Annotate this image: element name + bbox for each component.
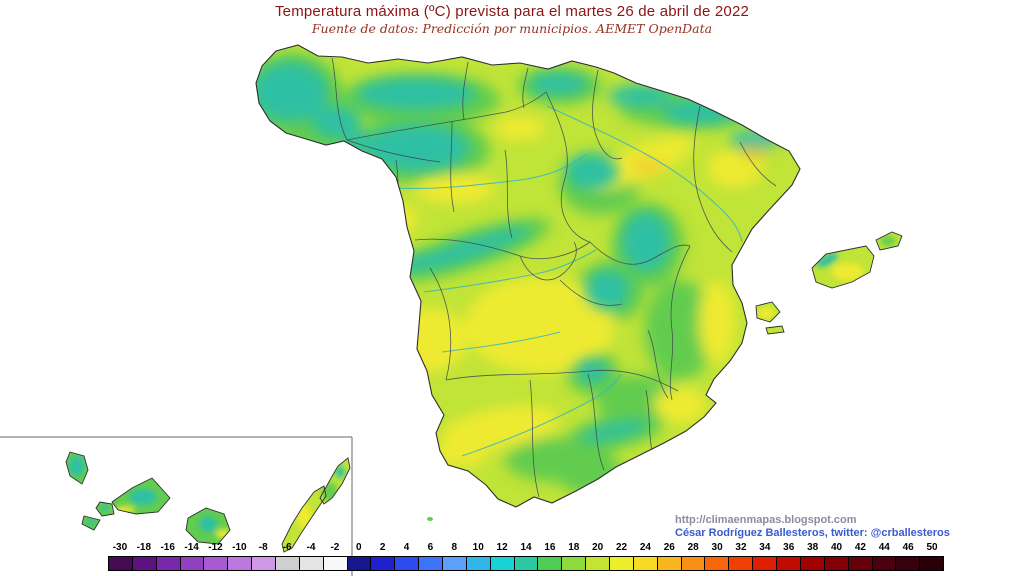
colorbar-cell bbox=[490, 557, 515, 570]
colorbar-cell bbox=[920, 557, 944, 570]
canary-islands bbox=[65, 451, 351, 553]
colorbar-label: 12 bbox=[496, 542, 508, 553]
colorbar-cell bbox=[156, 557, 181, 570]
colorbar-label: 0 bbox=[356, 542, 362, 553]
colorbar-cell bbox=[657, 557, 682, 570]
colorbar-label: 36 bbox=[783, 542, 795, 553]
credits: http://climaenmapas.blogspot.com César R… bbox=[675, 514, 950, 539]
credits-url: http://climaenmapas.blogspot.com bbox=[675, 514, 857, 526]
colorbar-label: 46 bbox=[902, 542, 914, 553]
colorbar-label: 10 bbox=[472, 542, 484, 553]
alboran-island bbox=[427, 517, 433, 521]
page-title: Temperatura máxima (ºC) prevista para el… bbox=[274, 3, 750, 20]
colorbar-label: -6 bbox=[282, 542, 292, 553]
colorbar-label: -30 bbox=[112, 542, 128, 553]
colorbar-label: -2 bbox=[330, 542, 340, 553]
colorbar-label: 38 bbox=[807, 542, 819, 553]
colorbar-label: 8 bbox=[451, 542, 458, 553]
colorbar-cell bbox=[347, 557, 372, 570]
colorbar-cell bbox=[204, 557, 229, 570]
colorbar-label: -16 bbox=[160, 542, 175, 553]
colorbar-label: 14 bbox=[520, 542, 532, 553]
mainland-spain bbox=[255, 44, 801, 521]
colorbar-label: -8 bbox=[258, 542, 268, 553]
colorbar-label: 22 bbox=[615, 542, 628, 553]
colorbar-label: 42 bbox=[854, 542, 866, 553]
colorbar-cell bbox=[299, 557, 324, 570]
colorbar-cell bbox=[777, 557, 801, 570]
colorbar-cell bbox=[109, 557, 133, 570]
colorbar-label: 24 bbox=[639, 542, 651, 553]
colorbar-label: 44 bbox=[878, 542, 890, 553]
colorbar-label: -14 bbox=[184, 542, 199, 553]
colorbar-cell bbox=[466, 557, 491, 570]
credits-author: César Rodríguez Ballesteros, twitter: @c… bbox=[675, 526, 950, 539]
colorbar-cell bbox=[633, 557, 658, 570]
colorbar-cell bbox=[586, 557, 611, 570]
colorbar-label: 30 bbox=[711, 542, 723, 553]
colorbar-cell bbox=[395, 557, 420, 570]
colorbar-cell bbox=[896, 557, 921, 570]
colorbar-cell bbox=[443, 557, 467, 570]
colorbar-cell bbox=[824, 557, 849, 570]
colorbar-label: 26 bbox=[663, 542, 675, 553]
colorbar-cell bbox=[562, 557, 587, 570]
colorbar-cell bbox=[800, 557, 825, 570]
colorbar-label: -10 bbox=[232, 542, 247, 553]
page-subtitle: Fuente de datos: Predicción por municipi… bbox=[311, 21, 713, 36]
colorbar-cell bbox=[681, 557, 706, 570]
colorbar-label: 16 bbox=[544, 542, 556, 553]
colorbar-cell bbox=[323, 557, 348, 570]
colorbar-cell bbox=[705, 557, 730, 570]
colorbar-label: 2 bbox=[379, 542, 386, 553]
colorbar-cell bbox=[872, 557, 897, 570]
colorbar-label: 18 bbox=[568, 542, 580, 553]
colorbar-cell bbox=[180, 557, 205, 570]
colorbar-label: 50 bbox=[926, 542, 938, 553]
canary-inset-border bbox=[0, 436, 353, 576]
colorbar-cell bbox=[419, 557, 444, 570]
colorbar-cell bbox=[848, 557, 873, 570]
colorbar-cells bbox=[108, 556, 944, 571]
colorbar-label: 4 bbox=[403, 542, 410, 553]
colorbar-label: 20 bbox=[592, 542, 604, 553]
colorbar-label: -18 bbox=[136, 542, 152, 553]
colorbar-labels: -30 -18 -16 -14 -12 -10 -8 -6 -4 -2 0 2 4 6 8 10 12 14 16 1… bbox=[108, 542, 944, 555]
colorbar-label: 6 bbox=[427, 542, 434, 553]
colorbar-cell bbox=[514, 557, 539, 570]
colorbar-cell bbox=[729, 557, 754, 570]
colorbar-label: 28 bbox=[687, 542, 699, 553]
province-borders bbox=[331, 57, 777, 498]
colorbar-cell bbox=[753, 557, 778, 570]
colorbar-cell bbox=[132, 557, 157, 570]
colorbar-label: 32 bbox=[735, 542, 747, 553]
colorbar-cell bbox=[252, 557, 277, 570]
colorbar-label: 34 bbox=[759, 542, 771, 553]
colorbar-label: -4 bbox=[306, 542, 316, 553]
colorbar-cell bbox=[610, 557, 634, 570]
colorbar-cell bbox=[538, 557, 563, 570]
colorbar-cell bbox=[276, 557, 300, 570]
balearic-islands bbox=[755, 231, 903, 335]
colorbar-label: 40 bbox=[830, 542, 843, 553]
colorbar-cell bbox=[228, 557, 253, 570]
colorbar-cell bbox=[371, 557, 396, 570]
colorbar-label: -12 bbox=[208, 542, 223, 553]
